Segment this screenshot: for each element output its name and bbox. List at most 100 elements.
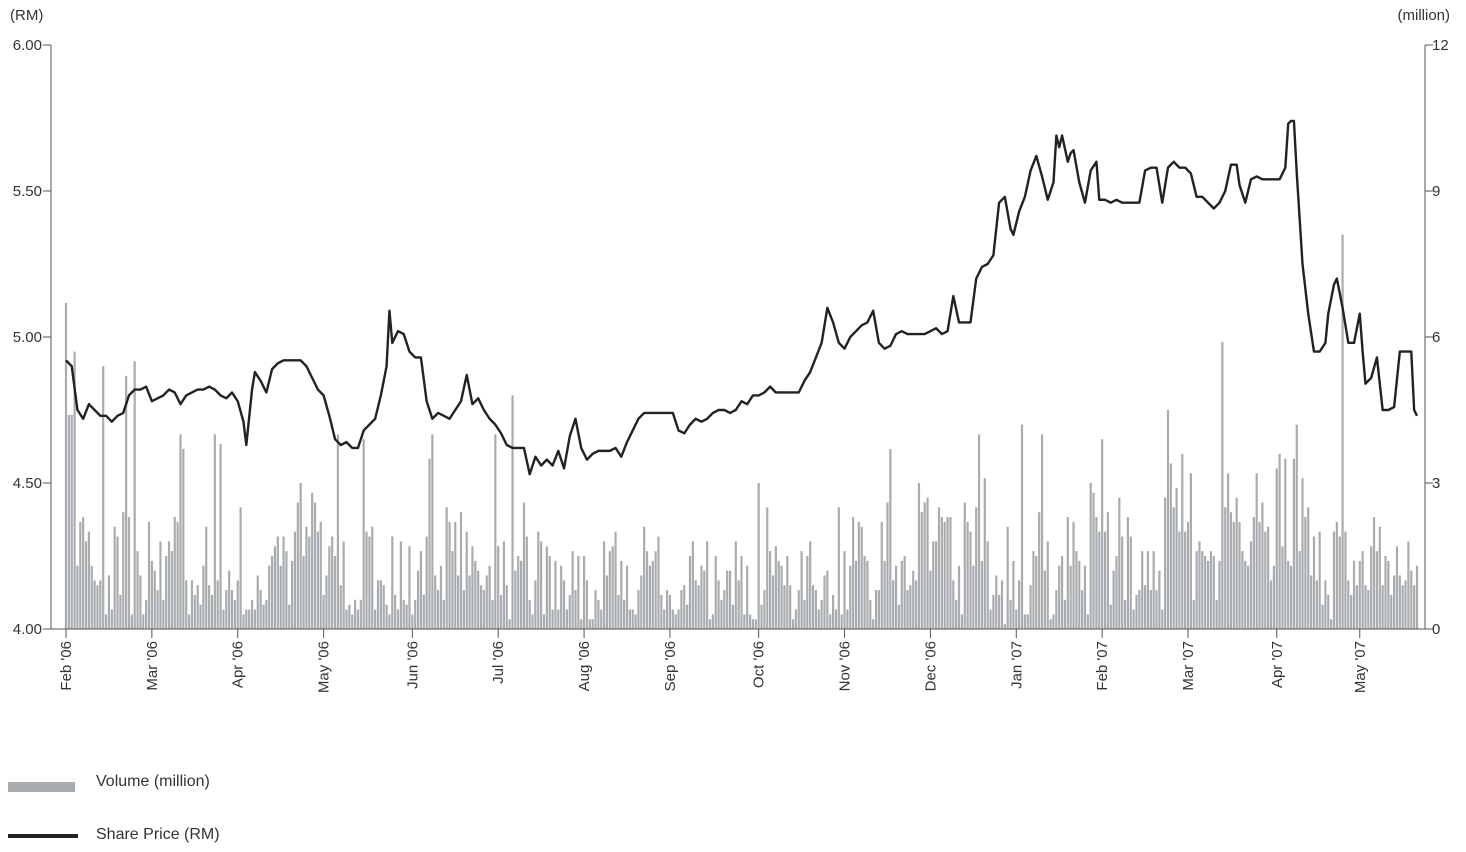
- volume-bar-461: [1384, 556, 1387, 629]
- volume-bar-356: [1083, 565, 1087, 629]
- volume-bar-388: [1175, 487, 1178, 629]
- volume-bar-349: [1063, 599, 1067, 629]
- volume-bar-46: [196, 585, 199, 629]
- volume-bar-443: [1332, 531, 1336, 629]
- volume-bar-428: [1289, 565, 1293, 629]
- volume-bar-384: [1164, 497, 1167, 629]
- right-axis-ticks: 0 3 6 9 12: [1425, 37, 1449, 638]
- volume-bar-129: [434, 575, 437, 629]
- volume-bar-312: [957, 565, 961, 629]
- volume-bar-357: [1086, 614, 1089, 629]
- volume-bar-65: [250, 599, 254, 629]
- volume-bar-80: [293, 531, 297, 629]
- volume-bar-235: [737, 580, 740, 629]
- volume-bar-326: [998, 594, 1001, 629]
- volume-bar-317: [972, 565, 975, 629]
- volume-bar-237: [743, 614, 746, 629]
- volume-bar-358: [1089, 483, 1092, 629]
- volume-bar-86: [311, 492, 314, 629]
- volume-bar-90: [322, 594, 325, 629]
- volume-bar-61: [239, 507, 242, 629]
- volume-bar-309: [949, 517, 952, 629]
- volume-bar-89: [319, 521, 322, 629]
- volume-bar-377: [1143, 585, 1147, 629]
- volume-bar-407: [1229, 512, 1233, 629]
- volume-bar-32: [156, 590, 159, 629]
- volume-bar-200: [637, 590, 640, 629]
- volume-bar-423: [1275, 468, 1278, 629]
- volume-bar-236: [740, 556, 743, 629]
- volume-bar-325: [995, 575, 998, 629]
- volume-bar-347: [1058, 565, 1061, 629]
- volume-bar-64: [248, 609, 251, 629]
- volume-bar-264: [820, 599, 823, 629]
- volume-bar-292: [900, 560, 903, 629]
- volume-bar-378: [1146, 551, 1150, 629]
- volume-bar-435: [1310, 575, 1313, 629]
- volume-bar-94: [333, 556, 337, 629]
- volume-bar-4: [76, 565, 79, 629]
- volume-bar-465: [1395, 546, 1399, 629]
- volume-bar-442: [1330, 619, 1333, 629]
- volume-bar-223: [703, 570, 706, 629]
- x-tick-label-14: Apr '07: [1269, 641, 1286, 688]
- volume-bar-24: [133, 361, 136, 629]
- volume-bar-12: [99, 580, 102, 629]
- volume-bar-19: [119, 594, 122, 629]
- volume-bar-209: [663, 609, 666, 629]
- volume-bar-177: [571, 551, 574, 629]
- volume-bar-373: [1132, 609, 1135, 629]
- volume-bar-355: [1081, 590, 1084, 629]
- volume-bar-210: [665, 590, 669, 629]
- volume-bar-137: [457, 575, 460, 629]
- volume-bar-302: [929, 570, 932, 629]
- volume-bar-15: [107, 575, 111, 629]
- volume-bar-254: [791, 619, 795, 629]
- volume-bar-446: [1341, 234, 1344, 630]
- volume-bar-5: [79, 521, 82, 629]
- volume-bar-8: [87, 531, 90, 629]
- volume-bar-88: [316, 531, 319, 629]
- volume-bar-469: [1407, 541, 1410, 629]
- volume-bar-181: [582, 556, 586, 629]
- volume-bar-40: [179, 434, 182, 629]
- volume-bar-158: [517, 556, 520, 629]
- volume-bar-151: [497, 546, 500, 629]
- volume-bar-74: [276, 536, 279, 629]
- volume-bar-327: [1000, 580, 1004, 629]
- volume-bar-224: [706, 541, 709, 629]
- volume-bar-415: [1252, 517, 1255, 629]
- volume-bar-299: [920, 512, 923, 629]
- volume-bar-196: [625, 565, 629, 629]
- volume-bar-16: [110, 609, 113, 629]
- legend-volume-label: Volume (million): [96, 773, 210, 790]
- volume-bar-134: [448, 521, 451, 629]
- left-tick-label-1: 4.50: [13, 475, 42, 492]
- volume-bar-58: [230, 590, 234, 629]
- volume-bar-242: [757, 483, 760, 629]
- volume-bar-457: [1372, 517, 1376, 629]
- volume-bar-296: [912, 570, 915, 629]
- x-tick-label-6: Aug '06: [576, 641, 593, 691]
- volume-bar-462: [1387, 560, 1390, 629]
- volume-bar-238: [746, 565, 749, 629]
- volume-bar-96: [339, 585, 342, 629]
- volume-bar-49: [205, 526, 208, 629]
- volume-bar-303: [932, 541, 935, 629]
- volume-bar-222: [700, 565, 703, 629]
- right-tick-label-3: 9: [1432, 183, 1440, 200]
- volume-bar-346: [1055, 590, 1058, 629]
- volume-bar-152: [499, 594, 503, 629]
- volume-bar-322: [986, 541, 989, 629]
- volume-bar-45: [193, 594, 196, 629]
- volume-bar-225: [708, 619, 712, 629]
- volume-bar-39: [176, 521, 179, 629]
- volume-bar-450: [1352, 560, 1356, 629]
- volume-bar-157: [514, 570, 517, 629]
- volume-bar-54: [219, 444, 222, 629]
- volume-bar-229: [720, 599, 723, 629]
- volume-bar-434: [1307, 507, 1310, 629]
- volume-bar-269: [834, 609, 838, 629]
- volume-bar-300: [923, 502, 926, 629]
- volume-bar-156: [511, 395, 514, 629]
